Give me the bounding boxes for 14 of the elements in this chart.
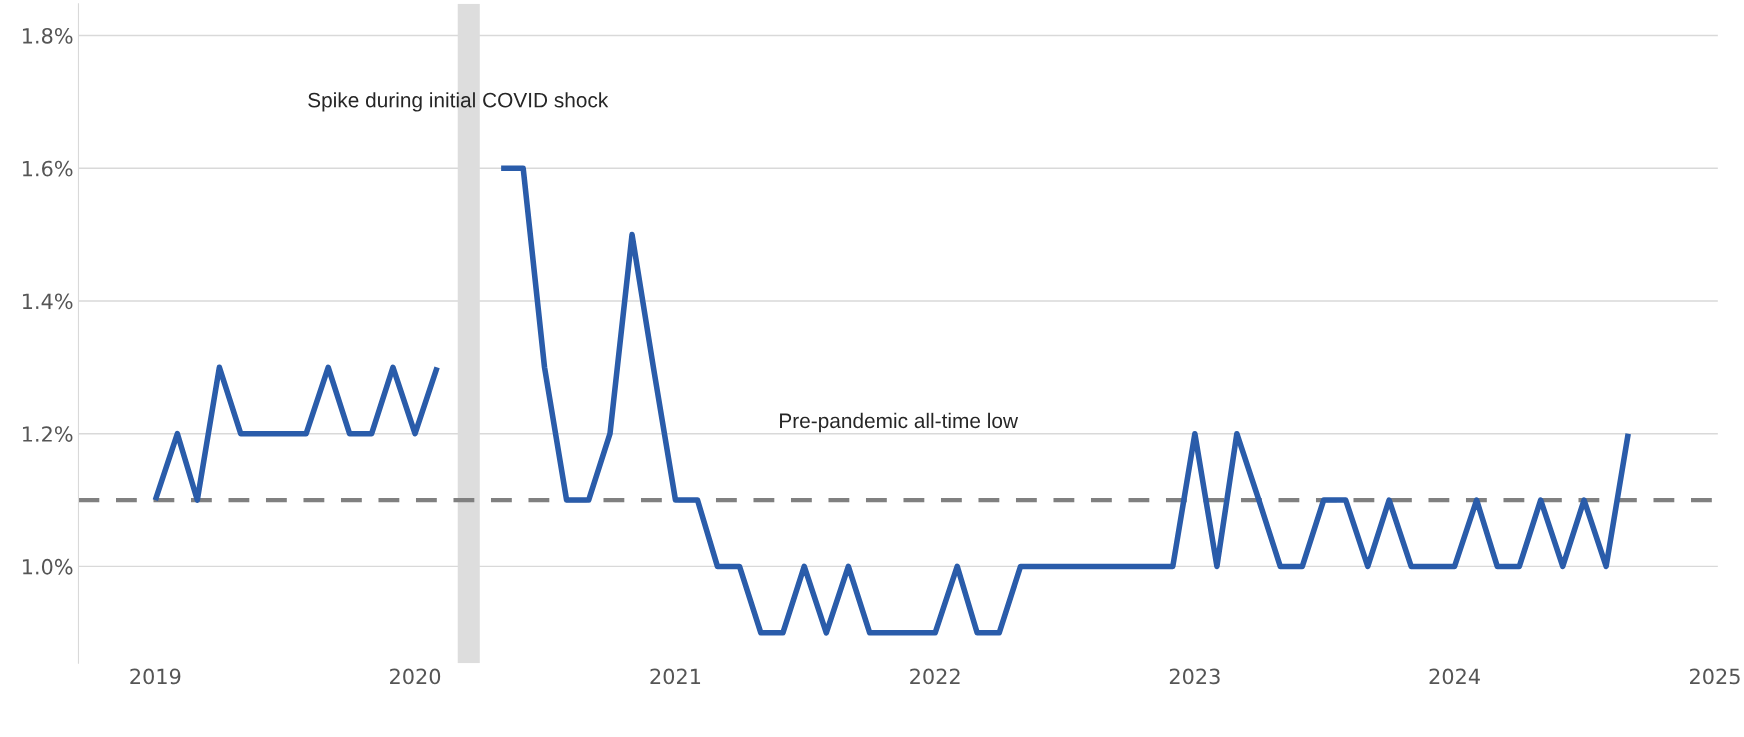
y-tick-label: 1.6% (22, 160, 73, 177)
x-tick-label: 2024 (1429, 668, 1480, 685)
x-tick-label: 2019 (130, 668, 181, 685)
y-tick-label: 1.4% (22, 293, 73, 310)
x-tick-label: 2021 (650, 668, 701, 685)
x-tick-label: 2020 (390, 668, 441, 685)
x-tick-label: 2023 (1169, 668, 1220, 685)
y-tick-label: 1.0% (22, 558, 73, 575)
x-tick-label: 2022 (910, 668, 960, 685)
annotation: Spike during initial COVID shock (308, 92, 609, 112)
x-tick-label: 2025 (1690, 668, 1740, 685)
annotation: Pre-pandemic all-time low (780, 412, 1019, 433)
y-tick-label: 1.2% (22, 426, 73, 442)
y-tick-label: 1.8% (22, 27, 73, 44)
